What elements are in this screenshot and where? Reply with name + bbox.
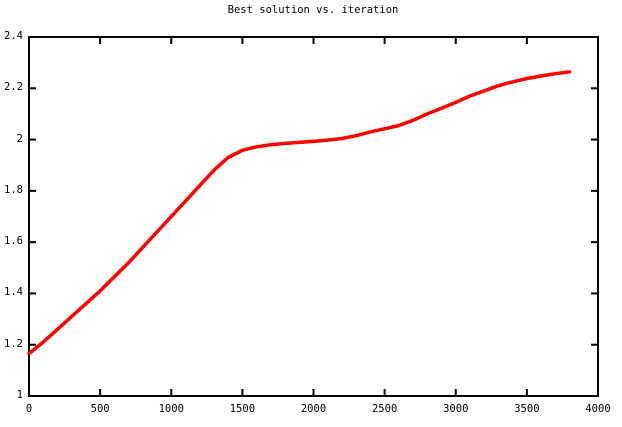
- y-tick-label: 2: [16, 132, 23, 145]
- x-tick-label: 1500: [229, 403, 256, 415]
- x-tick-label: 2000: [300, 403, 327, 415]
- x-tick-label: 3500: [514, 403, 540, 415]
- x-tick-label: 4000: [585, 403, 611, 415]
- y-tick-label: 1.8: [4, 183, 23, 196]
- y-tick-label: 1: [16, 389, 23, 401]
- plot-border: [28, 36, 599, 397]
- x-tick-label: 3000: [443, 403, 469, 415]
- y-tick-label: 1.6: [4, 235, 23, 248]
- x-tick-label: 0: [25, 403, 33, 415]
- x-tick-label: 500: [90, 403, 110, 415]
- x-tick-label: 2500: [371, 403, 398, 415]
- y-tick-label: 2.2: [4, 81, 23, 94]
- x-tick-label: 1000: [158, 403, 184, 415]
- y-tick-label: 1.2: [4, 337, 23, 350]
- y-tick-label: 1.4: [4, 286, 23, 299]
- y-tick-label: 2.4: [4, 30, 23, 42]
- series-line-best-solution: [27, 70, 572, 356]
- chart-title: Best solution vs. iteration: [227, 4, 399, 16]
